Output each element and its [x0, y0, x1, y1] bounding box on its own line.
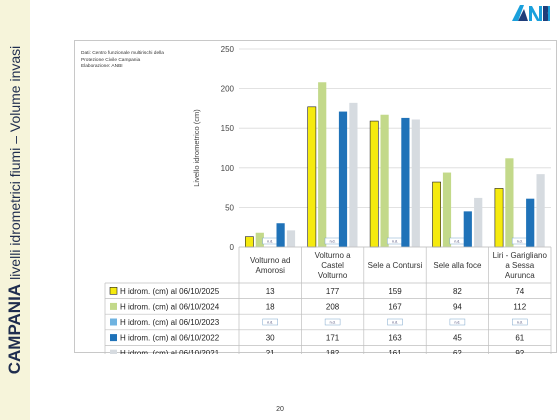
na-cell-box	[262, 318, 278, 326]
bar-5	[349, 102, 358, 247]
bar-4	[463, 211, 472, 247]
na-cell-box	[387, 318, 403, 326]
legend-label: H idrom. (cm) al 06/10/2022	[120, 334, 220, 343]
na-cell-box	[449, 318, 466, 326]
na-cell: n.d.	[517, 320, 523, 324]
bar-5	[286, 230, 296, 247]
source-line: Elaborazione: ANBI	[81, 64, 123, 70]
y-tick-label: 100	[221, 164, 235, 173]
category-label: a Sessa	[505, 261, 534, 270]
y-tick-label: 200	[221, 85, 235, 94]
legend-label: H idrom. (cm) al 06/10/2021	[120, 349, 220, 354]
chart-frame: Dati: Centro funzionale multirischi dell…	[74, 40, 557, 354]
table-cell-value: 18	[266, 302, 275, 311]
bar-5	[411, 119, 420, 247]
bar-1	[307, 106, 317, 248]
category-label: Castel	[321, 261, 344, 270]
category-label: Sele a Contursi	[368, 261, 423, 270]
sidebar-band: CAMPANIA livelli idrometrici fiumi – Volu…	[0, 0, 30, 420]
source-note: Dati: Centro funzionale multirischi dell…	[81, 51, 211, 71]
table-cell-value: 159	[388, 287, 402, 296]
table-cell-value: 182	[326, 349, 340, 354]
bar-1	[494, 188, 504, 248]
legend-key	[110, 302, 117, 310]
slide-title: CAMPANIA livelli idrometrici fiumi – Volu…	[5, 46, 25, 375]
bar-5	[536, 174, 545, 247]
table-cell-value: 171	[326, 334, 340, 343]
category-label: Volturno ad	[250, 256, 290, 265]
source-line: Dati: Centro funzionale multirischi dell…	[81, 51, 164, 56]
bar-4	[276, 223, 285, 247]
page-number: 20	[276, 406, 284, 413]
bar-2	[255, 232, 264, 247]
legend-key	[110, 349, 117, 354]
y-axis-title: Livello idrometrico (cm)	[192, 109, 201, 187]
bar-5	[474, 197, 483, 247]
na-cell: n.d.	[267, 320, 273, 324]
legend-key	[109, 287, 118, 295]
bar-2	[318, 82, 327, 247]
category-label: Volturno	[318, 271, 348, 280]
bar-1	[245, 236, 254, 248]
bar-1	[369, 120, 379, 248]
slide-title-bold: CAMPANIA	[5, 283, 24, 375]
bar-4	[338, 111, 348, 248]
legend-label: H idrom. (cm) al 06/10/2024	[120, 302, 220, 311]
bar-4	[526, 198, 535, 247]
table-cell-value: 62	[453, 349, 462, 354]
na-cell-box	[324, 318, 341, 326]
na-cell: n.d.	[330, 320, 336, 324]
na-label: n.d.	[517, 239, 523, 243]
table-cell-value: 61	[515, 334, 524, 343]
table-cell-value: 167	[388, 302, 402, 311]
table-cell-value: 208	[326, 302, 340, 311]
y-tick-label: 0	[230, 243, 235, 252]
na-label: n.d.	[330, 239, 336, 243]
category-label: Aurunca	[505, 271, 535, 280]
na-label: n.d.	[392, 239, 398, 243]
na-cell: n.d.	[454, 320, 460, 324]
legend-label: H idrom. (cm) al 06/10/2023	[120, 318, 220, 327]
table-cell-value: 112	[513, 302, 526, 311]
legend-key	[110, 318, 117, 326]
bar-chart: 0 50 100 150 200 250 Livello idrometrico (cm) n…	[104, 45, 552, 354]
category-label: Liri - Garigliano	[493, 251, 548, 260]
table-cell-value: 74	[515, 287, 524, 296]
bar-1	[432, 181, 441, 248]
bar-4	[401, 117, 410, 248]
category-label: Volturno a	[315, 251, 352, 260]
slide-title-rest: livelli idrometrici fiumi – Volume invas…	[7, 45, 23, 280]
table-cell-value: 94	[453, 302, 462, 311]
source-line: Protezione Civile Campania	[81, 57, 141, 63]
category-label: Amorosi	[256, 266, 286, 275]
bar-2	[442, 172, 452, 247]
table-cell-value: 163	[388, 334, 402, 343]
table-cell-value: 21	[266, 349, 275, 354]
table-cell-value: 82	[453, 287, 462, 296]
table-cell-value: 92	[515, 349, 524, 354]
bar-2	[380, 114, 389, 248]
bar-2	[505, 158, 514, 247]
table-cell-value: 30	[266, 334, 275, 343]
table-cell-value: 177	[326, 287, 340, 296]
na-cell-box	[512, 318, 528, 326]
table-cell-value: 13	[266, 287, 275, 296]
table-cell-value: 161	[388, 349, 402, 354]
y-tick-label: 150	[221, 124, 235, 133]
na-label: n.d.	[267, 239, 273, 243]
legend-label: H idrom. (cm) al 06/10/2025	[120, 287, 220, 296]
na-label: n.d.	[454, 239, 460, 243]
category-label: Sele alla foce	[433, 261, 482, 270]
na-cell: n.d.	[392, 320, 398, 324]
legend-key	[110, 334, 117, 342]
y-tick-label: 250	[221, 45, 235, 54]
y-tick-label: 50	[225, 203, 234, 212]
table-cell-value: 45	[453, 334, 462, 343]
anbi-logo	[512, 5, 550, 21]
